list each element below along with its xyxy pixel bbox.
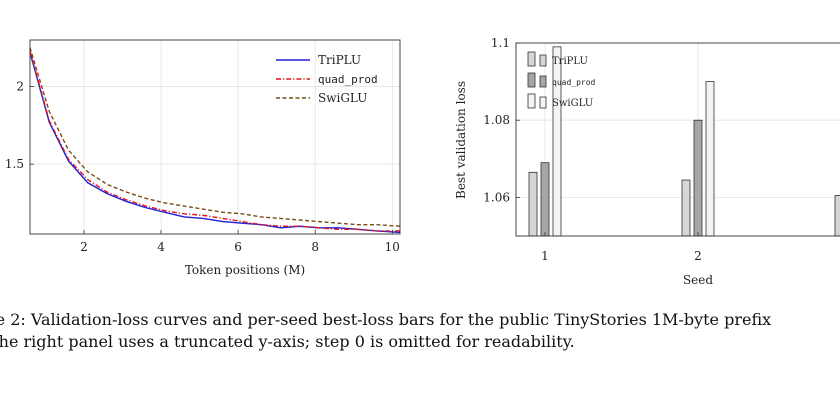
legend-swatch-quad-prod	[527, 72, 536, 88]
legend-swatch-small-triplu	[539, 54, 547, 67]
legend-label-quad-prod: quad_prod	[318, 73, 378, 86]
y-tick-label: 2	[16, 80, 24, 94]
figure-caption: re 2: Validation-loss curves and per-see…	[0, 309, 840, 353]
bar-quad-prod-seed-1	[540, 162, 550, 237]
y-axis-label: Best validation loss	[454, 81, 468, 199]
legend-swatch-small-swiglu	[539, 96, 547, 109]
y-tick-label: 1.06	[483, 190, 510, 204]
bar-triplu-seed-2	[681, 179, 691, 237]
bar-chart-panel: 1.06 1.08 1.1 1 2 Seed Best validation loss Tri…	[454, 36, 840, 287]
plot-frame	[515, 42, 840, 237]
x-tick-label: 2	[80, 240, 88, 254]
bar-triplu-seed-3	[834, 195, 840, 237]
legend: TriPLU quad_prod SwiGLU	[276, 53, 378, 105]
x-tick-label: 2	[694, 249, 702, 263]
x-axis-label: Token positions (M)	[185, 263, 305, 277]
bar-swiglu-seed-2	[705, 81, 715, 237]
line-chart-panel: 2 4 6 8 10 1.5 2 Token positions (M) TriPLU quad_…	[5, 39, 401, 277]
y-tick-label: 1.5	[5, 157, 24, 171]
series-line-quad-prod	[29, 50, 400, 232]
x-axis-label: Seed	[683, 273, 713, 287]
x-tick-label: 1	[541, 249, 549, 263]
caption-line-2: The right panel uses a truncated y-axis;…	[0, 332, 575, 351]
x-tick-label: 6	[234, 240, 242, 254]
y-tick-label: 1.08	[483, 113, 510, 127]
legend-swatch-swiglu	[527, 93, 536, 109]
x-tick-label: 8	[311, 240, 319, 254]
plot-frame	[29, 39, 401, 235]
legend-label-swiglu: SwiGLU	[552, 98, 593, 109]
x-tick-label: 4	[157, 240, 165, 254]
bar-quad-prod-seed-2	[693, 119, 703, 237]
bar-triplu-seed-1	[528, 171, 538, 237]
caption-line-1: re 2: Validation-loss curves and per-see…	[0, 310, 772, 329]
legend-swatch-triplu	[527, 51, 536, 67]
legend-label-triplu: TriPLU	[318, 53, 361, 67]
legend: TriPLU quad_prod SwiGLU	[527, 51, 596, 109]
x-tick-label: 10	[385, 240, 400, 254]
legend-swatch-small-quad-prod	[539, 75, 547, 88]
legend-label-swiglu: SwiGLU	[318, 91, 367, 105]
legend-label-quad-prod: quad_prod	[552, 78, 596, 87]
y-tick-label: 1.1	[491, 36, 510, 50]
legend-label-triplu: TriPLU	[552, 56, 588, 67]
series-line-triplu	[29, 52, 401, 234]
bar-swiglu-seed-1	[552, 46, 562, 237]
